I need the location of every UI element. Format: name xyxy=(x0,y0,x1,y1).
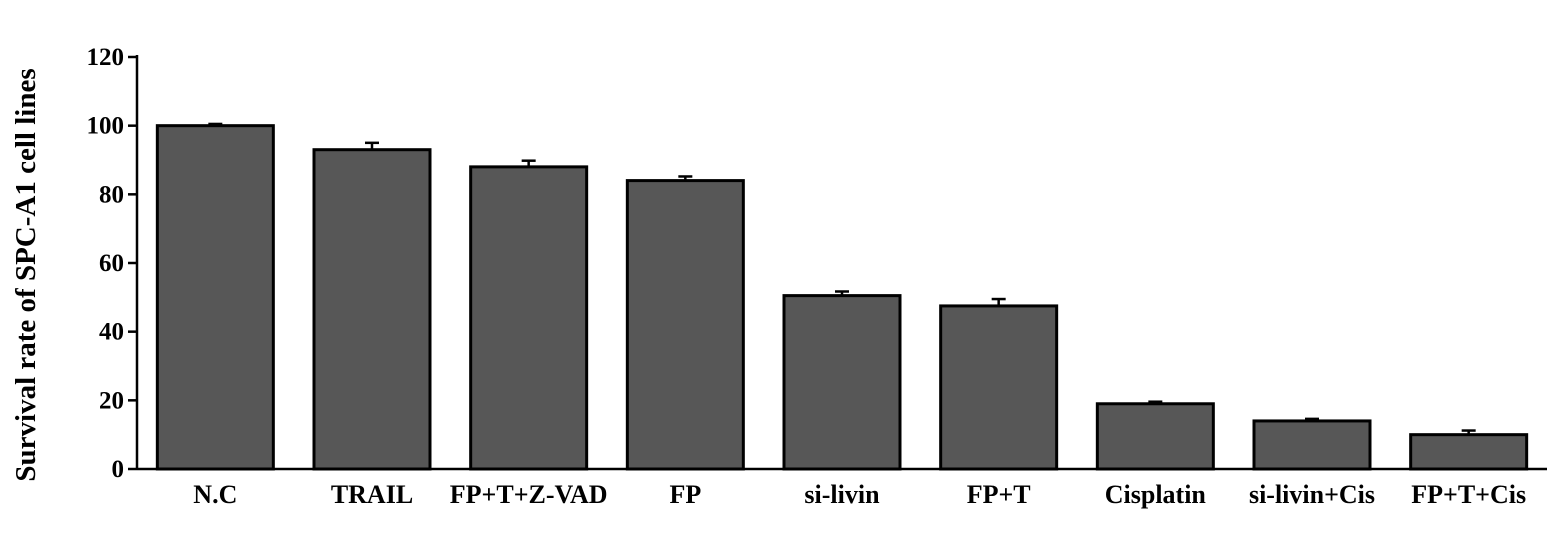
x-tick-label-4: si-livin xyxy=(804,480,880,509)
y-axis-title: Survival rate of SPC-A1 cell lines xyxy=(10,68,42,481)
y-tick-label-6: 120 xyxy=(87,44,125,71)
bar-7 xyxy=(1252,419,1372,471)
x-tick-label-8: FP+T+Cis xyxy=(1411,480,1526,509)
bar-1 xyxy=(312,148,432,471)
y-tick-label-0: 0 xyxy=(112,456,125,483)
x-tick-label-0: N.C xyxy=(193,480,237,509)
bar-5 xyxy=(939,304,1059,471)
bar-6 xyxy=(1095,402,1215,471)
bar-4 xyxy=(782,294,902,471)
bars-layer xyxy=(155,122,1529,471)
x-tick-label-5: FP+T xyxy=(967,480,1031,509)
x-tick-label-7: si-livin+Cis xyxy=(1249,480,1375,509)
x-tick-label-3: FP xyxy=(669,480,701,509)
y-tick-label-1: 20 xyxy=(99,387,124,414)
axes-layer xyxy=(128,55,1547,471)
y-tick-label-4: 80 xyxy=(99,181,124,208)
x-tick-label-1: TRAIL xyxy=(331,480,413,509)
y-tick-label-5: 100 xyxy=(87,113,125,140)
bar-2 xyxy=(469,165,589,471)
bar-3 xyxy=(625,179,745,471)
bar-8 xyxy=(1409,433,1529,471)
labels-layer: N.C TRAIL FP+T+Z-VAD FP si-livin FP+T Cisplati… xyxy=(87,44,1527,509)
y-tick-label-3: 60 xyxy=(99,250,124,277)
x-tick-label-6: Cisplatin xyxy=(1105,480,1207,509)
x-tick-label-2: FP+T+Z-VAD xyxy=(450,480,608,509)
y-tick-label-2: 40 xyxy=(99,319,124,346)
bar-0 xyxy=(155,124,275,471)
